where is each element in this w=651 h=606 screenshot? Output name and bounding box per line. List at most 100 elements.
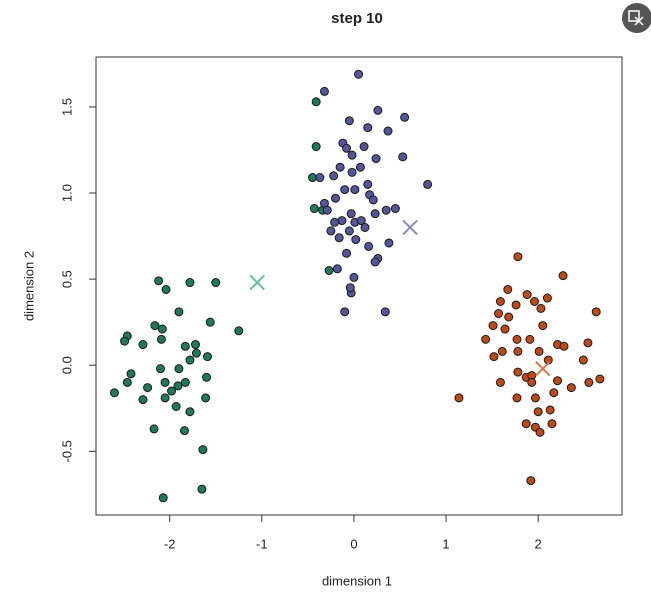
point bbox=[368, 195, 378, 205]
point bbox=[334, 233, 344, 243]
point bbox=[359, 142, 369, 152]
point bbox=[513, 252, 523, 262]
point bbox=[160, 393, 170, 403]
point bbox=[198, 445, 208, 455]
point bbox=[371, 154, 381, 164]
point bbox=[522, 290, 532, 300]
point bbox=[340, 185, 350, 195]
y-axis-label: dimension 2 bbox=[21, 251, 36, 321]
point bbox=[354, 69, 364, 79]
point bbox=[202, 352, 212, 362]
point bbox=[512, 334, 522, 344]
point bbox=[324, 266, 334, 276]
point bbox=[497, 346, 507, 356]
point bbox=[578, 355, 588, 365]
chart-title: step 10 bbox=[331, 10, 383, 27]
point bbox=[330, 217, 340, 227]
point bbox=[149, 424, 159, 434]
point bbox=[398, 152, 408, 162]
point bbox=[547, 419, 557, 429]
point bbox=[423, 179, 433, 189]
point bbox=[138, 395, 148, 405]
point bbox=[534, 346, 544, 356]
point bbox=[583, 338, 593, 348]
point bbox=[344, 116, 354, 126]
point bbox=[355, 162, 365, 172]
point bbox=[185, 407, 195, 417]
point bbox=[381, 205, 391, 215]
point bbox=[591, 307, 601, 317]
x-axis-label: dimension 1 bbox=[322, 573, 392, 588]
point bbox=[350, 185, 360, 195]
point bbox=[542, 293, 552, 303]
point bbox=[511, 300, 521, 310]
y-tick-label: 1.5 bbox=[59, 98, 74, 116]
point bbox=[356, 216, 366, 226]
point bbox=[536, 303, 546, 313]
point bbox=[383, 126, 393, 136]
x-tick-label: 0 bbox=[350, 536, 357, 551]
point bbox=[205, 317, 215, 327]
point bbox=[197, 484, 207, 494]
point bbox=[171, 402, 181, 412]
point bbox=[180, 341, 190, 351]
point bbox=[180, 377, 190, 387]
translate-icon[interactable] bbox=[622, 3, 651, 33]
point bbox=[494, 309, 504, 319]
point bbox=[160, 377, 170, 387]
point bbox=[380, 307, 390, 317]
centroid bbox=[535, 360, 551, 377]
point bbox=[351, 235, 361, 245]
point bbox=[595, 374, 605, 384]
centroid bbox=[402, 219, 418, 236]
x-tick-label: 1 bbox=[442, 536, 449, 551]
point bbox=[535, 427, 545, 437]
point bbox=[322, 205, 332, 215]
y-tick-label: 0.0 bbox=[59, 356, 74, 374]
point bbox=[331, 193, 341, 203]
point bbox=[370, 209, 380, 219]
point bbox=[545, 405, 555, 415]
point bbox=[138, 340, 148, 350]
point bbox=[126, 369, 136, 379]
point bbox=[529, 296, 539, 306]
point bbox=[311, 97, 321, 107]
point bbox=[342, 143, 352, 153]
point bbox=[161, 284, 171, 294]
point bbox=[512, 393, 522, 403]
point bbox=[174, 364, 184, 374]
point bbox=[201, 393, 211, 403]
point bbox=[174, 307, 184, 317]
point bbox=[345, 283, 355, 293]
point bbox=[120, 336, 130, 346]
point bbox=[488, 321, 498, 331]
point bbox=[521, 419, 531, 429]
point bbox=[344, 226, 354, 236]
point bbox=[559, 341, 569, 351]
point bbox=[158, 493, 168, 503]
plot-frame bbox=[95, 56, 623, 516]
point bbox=[191, 348, 201, 358]
point bbox=[390, 204, 400, 214]
point bbox=[319, 86, 329, 96]
point bbox=[155, 364, 165, 374]
point bbox=[558, 271, 568, 281]
point bbox=[122, 377, 132, 387]
point bbox=[190, 340, 200, 350]
point bbox=[157, 324, 167, 334]
point bbox=[495, 377, 505, 387]
point bbox=[211, 278, 221, 288]
point bbox=[360, 222, 370, 232]
point bbox=[156, 334, 166, 344]
point bbox=[504, 312, 514, 322]
point bbox=[167, 386, 177, 396]
point bbox=[335, 162, 345, 172]
point bbox=[349, 272, 359, 282]
point bbox=[315, 173, 325, 183]
x-tick-label: -1 bbox=[256, 536, 268, 551]
point bbox=[400, 112, 410, 122]
point bbox=[454, 393, 464, 403]
point bbox=[363, 123, 373, 133]
point bbox=[584, 377, 594, 387]
